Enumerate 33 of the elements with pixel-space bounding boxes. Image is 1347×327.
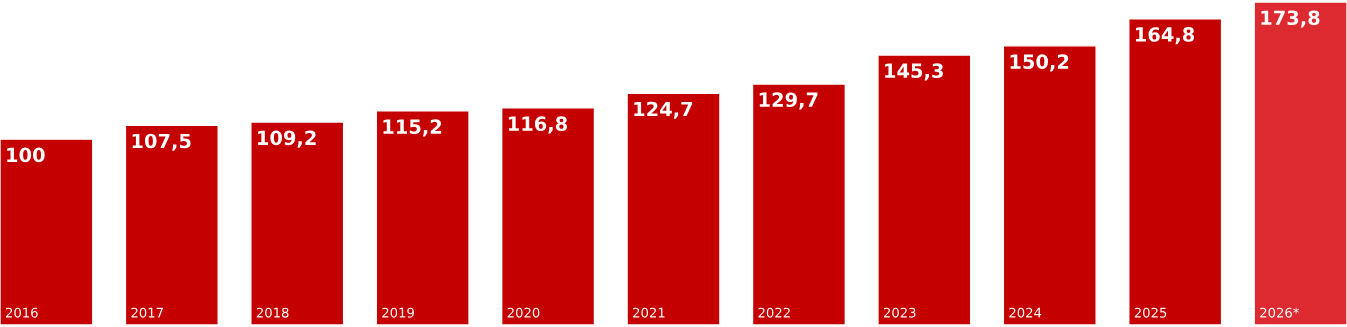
bar <box>375 110 470 326</box>
bar <box>1002 45 1097 326</box>
bar <box>1253 1 1347 326</box>
x-tick-label: 2022 <box>758 307 790 318</box>
x-tick-label: 2018 <box>256 307 289 318</box>
data-label: 107,5 <box>132 133 191 151</box>
data-label: 124,7 <box>634 101 693 119</box>
bar <box>124 124 219 326</box>
data-label: 116,8 <box>508 116 567 134</box>
bar <box>250 121 345 326</box>
data-label: 145,3 <box>885 63 943 81</box>
x-tick-label: 2024 <box>1009 307 1042 318</box>
bar <box>0 138 94 326</box>
data-label: 129,7 <box>759 92 818 110</box>
x-tick-label: 2020 <box>507 307 540 318</box>
data-label: 173,8 <box>1261 10 1320 28</box>
x-tick-label: 2019 <box>382 307 414 318</box>
x-tick-label: 2026* <box>1260 307 1299 318</box>
bar <box>877 54 972 326</box>
data-label: 100 <box>7 147 45 163</box>
x-tick-label: 2017 <box>131 307 163 318</box>
bar <box>626 92 721 326</box>
data-label: 115,2 <box>383 119 442 137</box>
bar <box>1128 17 1223 326</box>
x-tick-label: 2016 <box>5 307 38 318</box>
bar <box>751 83 847 326</box>
data-label: 164,8 <box>1135 27 1195 45</box>
x-tick-label: 2023 <box>883 307 916 318</box>
data-label: 150,2 <box>1010 54 1069 72</box>
data-label: 109,2 <box>258 130 316 148</box>
bar <box>500 107 596 326</box>
x-tick-label: 2025 <box>1134 307 1167 318</box>
x-tick-label: 2021 <box>633 307 665 318</box>
